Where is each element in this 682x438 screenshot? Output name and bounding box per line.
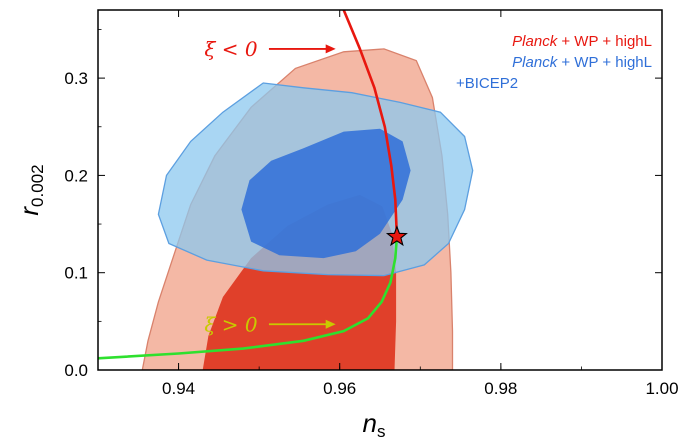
curve-layer bbox=[98, 10, 408, 360]
x-tick-label: 1.00 bbox=[645, 379, 678, 398]
x-tick-label: 0.94 bbox=[162, 379, 195, 398]
legend-entry-text: + WP + highL bbox=[557, 54, 652, 71]
legend-entry-italic: Planck bbox=[512, 54, 559, 71]
legend-entry: Planck + WP + highL bbox=[512, 33, 652, 50]
x-axis-label: ns bbox=[363, 408, 386, 438]
x-tick-label: 0.98 bbox=[484, 379, 517, 398]
tick-layer: 0.94 0.96 0.98 1.00 0.0 0.1 0.2 0.3 bbox=[64, 10, 679, 398]
xi-positive-label: ξ > 0 bbox=[204, 312, 257, 336]
xi-positive-curve bbox=[98, 235, 399, 360]
contour-layer bbox=[141, 48, 474, 370]
xi-negative-label: ξ < 0 bbox=[204, 37, 257, 61]
xi-negative-arrowhead bbox=[325, 44, 336, 54]
xi-positive-arrowhead bbox=[325, 319, 336, 329]
y-tick-label: 0.0 bbox=[64, 361, 88, 380]
y-tick-label: 0.3 bbox=[64, 69, 88, 88]
annotation-layer: ξ < 0 ξ > 0 bbox=[204, 37, 336, 336]
legend-entry: Planck + WP + highL bbox=[512, 54, 652, 71]
bicep2-68-contour bbox=[241, 128, 411, 259]
y-axis-label: r0.002 bbox=[14, 164, 47, 215]
y-tick-label: 0.1 bbox=[64, 264, 88, 283]
xi-negative-curve bbox=[342, 10, 399, 238]
legend-entry-text: + WP + highL bbox=[557, 33, 652, 50]
legend-entry-line2: +BICEP2 bbox=[456, 75, 518, 92]
x-axis-subscript: s bbox=[377, 422, 386, 438]
y-axis-subscript: 0.002 bbox=[28, 164, 47, 207]
legend-entry-italic: Planck bbox=[512, 33, 559, 50]
star-marker bbox=[385, 225, 408, 247]
plot-frame bbox=[97, 9, 663, 371]
y-tick-label: 0.2 bbox=[64, 166, 88, 185]
x-tick-label: 0.96 bbox=[323, 379, 356, 398]
